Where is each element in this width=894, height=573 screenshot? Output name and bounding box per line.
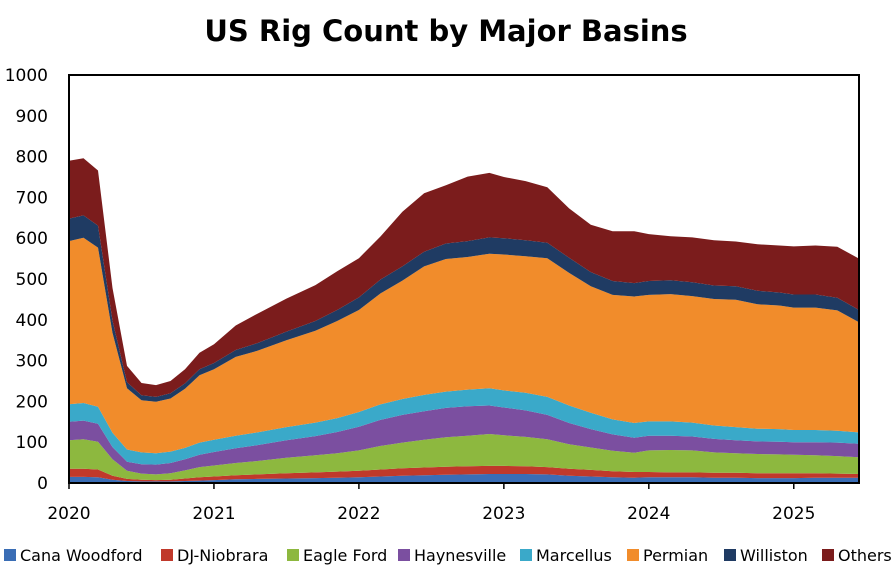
area-eagle-ford bbox=[69, 434, 859, 481]
x-tick-label-2022: 2022 bbox=[337, 504, 380, 524]
legend: Cana Woodford DJ-Niobrara Eagle Ford Haynes… bbox=[4, 546, 892, 565]
x-tick-label-2023: 2023 bbox=[482, 504, 525, 524]
area-marcellus bbox=[69, 388, 859, 465]
legend-swatch-marcellus bbox=[520, 549, 532, 561]
legend-label-williston: Williston bbox=[740, 546, 808, 565]
y-tick-label-300: 300 bbox=[16, 352, 48, 372]
x-tick-label-2021: 2021 bbox=[192, 504, 235, 524]
legend-label-others: Others bbox=[838, 546, 892, 565]
legend-label-haynesville: Haynesville bbox=[414, 546, 506, 565]
area-permian bbox=[69, 237, 859, 454]
y-tick-label-0: 0 bbox=[37, 474, 48, 494]
legend-swatch-haynesville bbox=[398, 549, 410, 561]
y-tick-label-400: 400 bbox=[16, 311, 48, 331]
area-haynesville bbox=[69, 405, 859, 475]
legend-swatch-eagle-ford bbox=[287, 549, 299, 561]
area-others bbox=[69, 158, 859, 397]
legend-label-cana-woodford: Cana Woodford bbox=[20, 546, 143, 565]
x-tick-label-2025: 2025 bbox=[772, 504, 815, 524]
x-axis: 2020 2021 2022 2023 2024 2025 bbox=[47, 483, 815, 524]
legend-label-eagle-ford: Eagle Ford bbox=[303, 546, 387, 565]
x-tick-label-2020: 2020 bbox=[47, 504, 90, 524]
stacked-areas bbox=[69, 158, 859, 483]
legend-label-dj-niobrara: DJ-Niobrara bbox=[177, 546, 268, 565]
y-tick-label-100: 100 bbox=[16, 433, 48, 453]
legend-swatch-williston bbox=[724, 549, 736, 561]
legend-label-marcellus: Marcellus bbox=[536, 546, 612, 565]
legend-swatch-dj-niobrara bbox=[161, 549, 173, 561]
y-tick-label-200: 200 bbox=[16, 392, 48, 412]
legend-swatch-cana-woodford bbox=[4, 549, 16, 561]
legend-swatch-permian bbox=[627, 549, 639, 561]
y-tick-label-900: 900 bbox=[16, 107, 48, 127]
x-tick-label-2024: 2024 bbox=[627, 504, 670, 524]
area-williston bbox=[69, 215, 859, 402]
y-tick-label-500: 500 bbox=[16, 270, 48, 290]
y-axis: 0 100 200 300 400 500 600 700 800 900 1000 bbox=[5, 66, 48, 494]
area-cana-woodford bbox=[69, 474, 859, 483]
y-tick-label-1000: 1000 bbox=[5, 66, 48, 86]
chart-title: US Rig Count by Major Basins bbox=[204, 14, 687, 48]
area-dj-niobrara bbox=[69, 465, 859, 482]
y-tick-label-800: 800 bbox=[16, 148, 48, 168]
legend-label-permian: Permian bbox=[643, 546, 708, 565]
plot-frame bbox=[68, 74, 860, 484]
legend-swatch-others bbox=[822, 549, 834, 561]
y-tick-label-600: 600 bbox=[16, 229, 48, 249]
y-tick-label-700: 700 bbox=[16, 188, 48, 208]
